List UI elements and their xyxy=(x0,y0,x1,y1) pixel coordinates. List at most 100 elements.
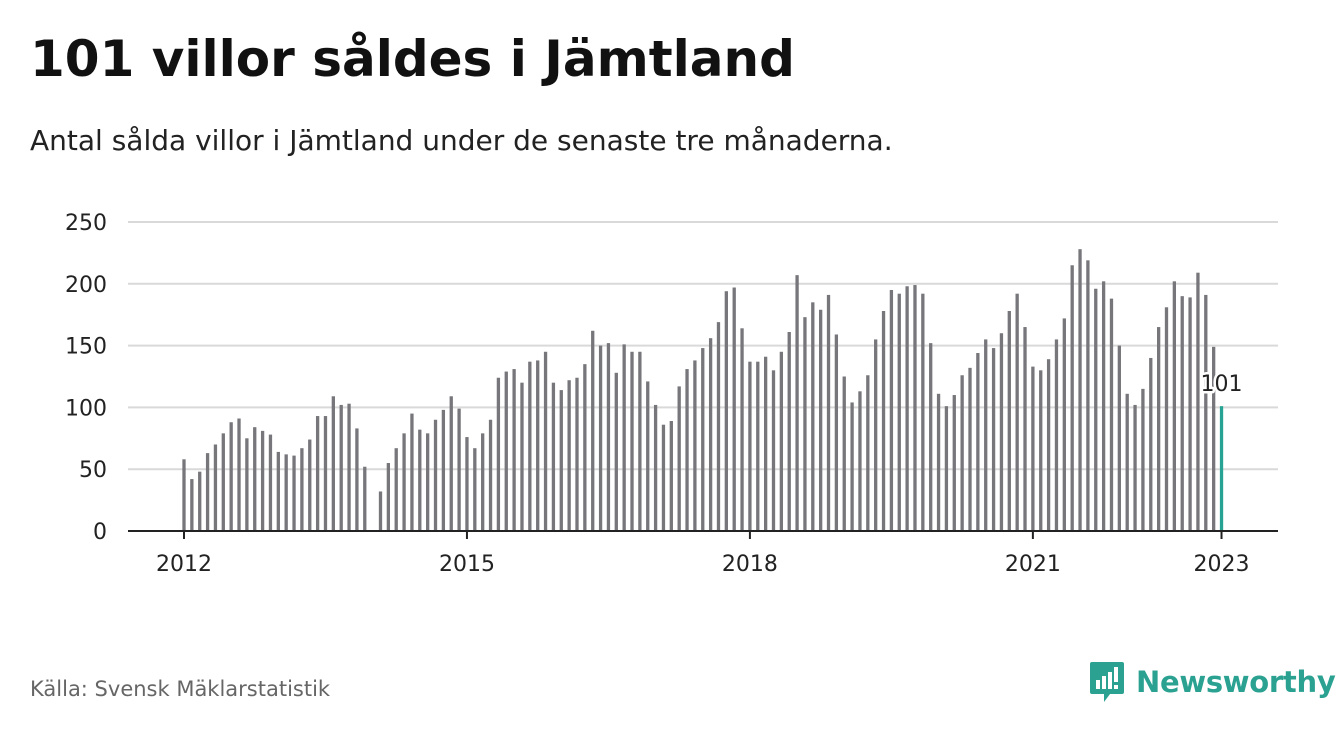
bar xyxy=(1172,281,1177,531)
x-axis: 2012 2015 2018 2021 2023 xyxy=(128,530,1278,577)
bar xyxy=(968,367,972,531)
bar xyxy=(850,402,854,531)
bar xyxy=(826,294,831,531)
x-tick-label: 2015 xyxy=(439,552,495,577)
bar xyxy=(889,289,894,531)
bar xyxy=(1109,298,1114,531)
bar xyxy=(1117,345,1121,531)
latest-value-label: 101 xyxy=(1201,372,1243,397)
y-tick-label: 200 xyxy=(65,273,107,298)
newsworthy-logo[interactable]: Newsworthy xyxy=(1088,660,1336,704)
bar xyxy=(386,463,391,531)
x-tick-label: 2023 xyxy=(1194,552,1250,577)
bar xyxy=(1023,327,1027,531)
bar xyxy=(763,356,768,531)
y-tick-label: 50 xyxy=(79,458,107,483)
bar xyxy=(512,369,516,531)
bar xyxy=(960,375,964,531)
bar xyxy=(292,455,296,531)
bar xyxy=(1078,249,1082,531)
bar xyxy=(488,419,493,531)
brand-name: Newsworthy xyxy=(1136,665,1336,699)
bar xyxy=(378,491,383,531)
bar xyxy=(881,310,886,531)
bar xyxy=(1015,293,1019,531)
bar xyxy=(771,370,776,531)
y-axis-ticks: 0 50 100 150 200 250 xyxy=(65,211,107,545)
bar xyxy=(1054,339,1059,531)
bar xyxy=(504,371,508,531)
bar xyxy=(976,353,980,531)
bar xyxy=(457,408,461,531)
bar xyxy=(905,286,909,531)
bar xyxy=(1031,366,1035,531)
bar xyxy=(685,369,689,531)
bar xyxy=(1164,307,1169,531)
bar xyxy=(598,345,603,531)
bar xyxy=(748,361,752,531)
bar xyxy=(276,451,280,531)
bar xyxy=(858,391,862,531)
bar xyxy=(952,395,956,531)
bar xyxy=(1062,318,1066,531)
bar xyxy=(536,360,540,531)
bar xyxy=(1070,265,1074,531)
bar xyxy=(339,404,343,531)
x-tick-label: 2018 xyxy=(722,552,778,577)
y-tick-label: 100 xyxy=(65,396,107,421)
bar xyxy=(842,376,846,531)
bar xyxy=(677,386,681,531)
bar xyxy=(622,344,626,531)
bar xyxy=(999,333,1004,531)
bar xyxy=(866,375,870,531)
bar xyxy=(449,396,453,531)
bar xyxy=(481,433,485,531)
bar xyxy=(551,382,556,531)
data-labels: 101 xyxy=(1198,370,1245,400)
bar xyxy=(1046,359,1051,531)
bar xyxy=(315,416,320,531)
bar xyxy=(331,396,335,531)
bar xyxy=(528,361,532,531)
bar xyxy=(653,404,658,531)
bar xyxy=(944,406,949,531)
chart-subtitle: Antal sålda villor i Jämtland under de s… xyxy=(30,124,893,157)
bar xyxy=(701,348,705,531)
bar xyxy=(929,343,933,531)
bar xyxy=(268,434,273,531)
bar xyxy=(410,413,414,531)
bar xyxy=(198,471,202,531)
bar xyxy=(646,381,650,531)
x-tick-label: 2012 xyxy=(156,552,212,577)
bar xyxy=(779,351,784,531)
bar xyxy=(1180,296,1184,531)
bar xyxy=(740,328,744,531)
bar xyxy=(834,334,839,531)
bar xyxy=(402,433,406,531)
bar xyxy=(473,448,477,531)
bar xyxy=(394,448,398,531)
y-tick-label: 0 xyxy=(93,520,107,545)
bar xyxy=(1204,294,1208,531)
bar xyxy=(284,454,288,531)
bar xyxy=(323,416,328,531)
bar xyxy=(1039,370,1043,531)
bar xyxy=(693,360,697,531)
bar xyxy=(1133,404,1137,531)
bar xyxy=(496,377,501,531)
bar xyxy=(213,444,218,531)
bar xyxy=(543,351,548,531)
bar xyxy=(520,382,524,531)
bar xyxy=(355,428,359,531)
bar xyxy=(803,317,807,531)
bar xyxy=(732,287,736,531)
y-tick-label: 150 xyxy=(65,335,107,360)
bar xyxy=(1156,327,1161,531)
bar xyxy=(465,437,469,531)
bar xyxy=(260,430,265,531)
y-tick-label: 250 xyxy=(65,211,107,236)
bar xyxy=(819,309,823,531)
bar xyxy=(245,438,249,531)
bar xyxy=(1094,288,1098,531)
bar xyxy=(638,351,642,531)
